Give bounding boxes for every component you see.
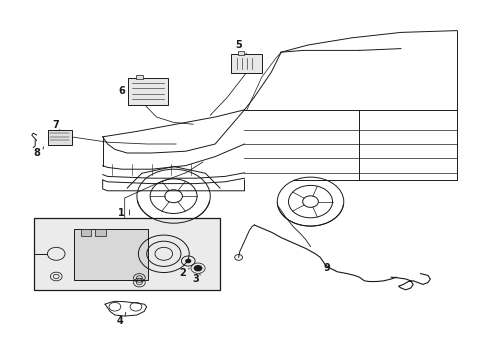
Text: 3: 3 [192, 274, 199, 284]
Text: 1: 1 [118, 208, 124, 219]
FancyBboxPatch shape [81, 229, 91, 236]
FancyBboxPatch shape [230, 54, 262, 73]
FancyBboxPatch shape [34, 218, 220, 290]
FancyBboxPatch shape [237, 51, 243, 55]
FancyBboxPatch shape [136, 75, 143, 79]
Text: 4: 4 [116, 316, 123, 326]
Text: 6: 6 [118, 86, 124, 96]
Circle shape [185, 259, 191, 263]
Text: 8: 8 [33, 148, 40, 158]
FancyBboxPatch shape [48, 130, 72, 145]
FancyBboxPatch shape [74, 229, 148, 280]
Circle shape [193, 265, 202, 271]
Text: 5: 5 [235, 40, 242, 50]
FancyBboxPatch shape [128, 78, 167, 105]
Text: 2: 2 [179, 267, 185, 278]
Text: 9: 9 [323, 263, 329, 273]
Text: 7: 7 [52, 120, 59, 130]
FancyBboxPatch shape [95, 229, 106, 236]
